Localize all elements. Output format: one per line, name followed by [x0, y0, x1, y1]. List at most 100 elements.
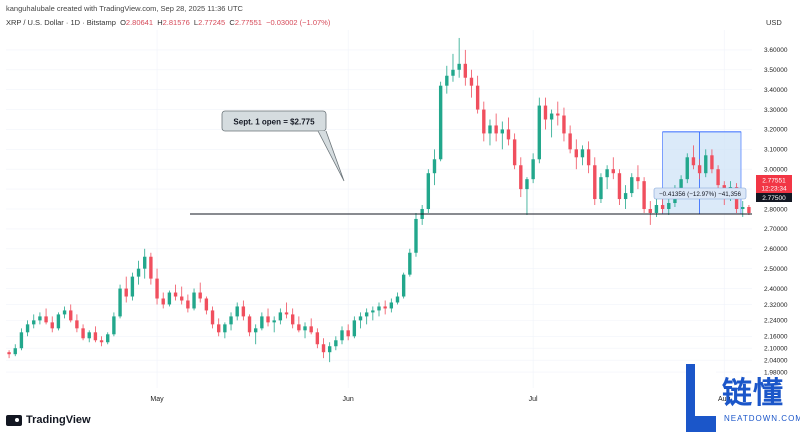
candle[interactable] [549, 109, 554, 138]
candle[interactable] [463, 49, 468, 86]
measure-box[interactable] [662, 131, 742, 215]
candle[interactable] [358, 312, 363, 329]
candle[interactable] [512, 133, 517, 170]
candle[interactable] [217, 318, 221, 337]
candle[interactable] [408, 248, 412, 277]
candle[interactable] [32, 314, 36, 329]
tradingview-logo[interactable]: TradingView [6, 414, 91, 426]
candle[interactable] [617, 169, 622, 206]
candle[interactable] [710, 149, 714, 174]
candle[interactable] [457, 37, 461, 78]
candle[interactable] [130, 272, 135, 301]
candle[interactable] [704, 149, 708, 178]
candle[interactable] [44, 308, 48, 325]
candle[interactable] [543, 97, 548, 130]
candle[interactable] [136, 260, 141, 285]
candle[interactable] [241, 300, 246, 321]
candle[interactable] [210, 306, 215, 329]
candle[interactable] [87, 330, 91, 343]
candle[interactable] [593, 157, 597, 206]
candle[interactable] [143, 248, 147, 279]
candle[interactable] [99, 336, 104, 347]
candle[interactable] [93, 326, 98, 343]
candle[interactable] [401, 272, 406, 299]
candle[interactable] [475, 75, 480, 114]
candle[interactable] [420, 205, 424, 225]
candle[interactable] [445, 65, 449, 94]
candle[interactable] [494, 113, 498, 142]
symbol-name[interactable]: XRP / U.S. Dollar · 1D · Bitstamp [6, 18, 116, 27]
candle[interactable] [623, 185, 628, 209]
candle[interactable] [747, 205, 751, 215]
candle[interactable] [75, 314, 79, 333]
candle[interactable] [309, 318, 313, 335]
candle[interactable] [716, 165, 720, 190]
candle[interactable] [167, 290, 172, 307]
candle[interactable] [500, 121, 505, 150]
candle[interactable] [364, 308, 369, 325]
candle[interactable] [56, 312, 61, 331]
candle[interactable] [568, 125, 572, 154]
candle[interactable] [290, 308, 295, 329]
candle[interactable] [50, 316, 54, 333]
candle[interactable] [741, 201, 745, 217]
candle[interactable] [180, 286, 184, 305]
candle[interactable] [574, 139, 578, 170]
candle[interactable] [630, 173, 634, 198]
candle[interactable] [383, 300, 387, 315]
candle[interactable] [599, 173, 603, 204]
candle[interactable] [346, 324, 350, 341]
candle[interactable] [352, 316, 357, 339]
candle[interactable] [648, 201, 652, 225]
candle[interactable] [377, 302, 381, 317]
candle[interactable] [161, 292, 165, 309]
candle[interactable] [636, 165, 640, 190]
candle[interactable] [580, 145, 585, 166]
candle[interactable] [432, 149, 437, 186]
candle[interactable] [266, 308, 270, 327]
annotation-callout[interactable]: Sept. 1 open = $2.775 [221, 110, 345, 182]
candle[interactable] [482, 101, 486, 142]
candle[interactable] [506, 117, 511, 146]
candle[interactable] [556, 101, 560, 126]
candle[interactable] [642, 177, 646, 213]
candle[interactable] [7, 350, 11, 359]
candle[interactable] [198, 282, 202, 303]
candle[interactable] [223, 322, 227, 339]
candle[interactable] [19, 328, 24, 351]
candle[interactable] [149, 252, 153, 285]
candle[interactable] [124, 276, 128, 303]
candle[interactable] [334, 336, 338, 351]
candle[interactable] [426, 169, 431, 213]
candle[interactable] [118, 284, 122, 319]
candle[interactable] [25, 320, 30, 337]
candle[interactable] [525, 177, 529, 215]
candle[interactable] [112, 312, 116, 337]
candle[interactable] [235, 302, 239, 321]
candle[interactable] [395, 292, 400, 305]
candle[interactable] [38, 312, 42, 325]
candle[interactable] [469, 69, 474, 98]
candle[interactable] [414, 212, 418, 257]
candle[interactable] [488, 119, 492, 146]
candle[interactable] [685, 153, 689, 184]
candle[interactable] [81, 324, 85, 341]
candle[interactable] [297, 316, 301, 333]
candle[interactable] [611, 157, 615, 180]
candle[interactable] [537, 97, 541, 164]
candle[interactable] [62, 306, 67, 319]
candle[interactable] [247, 314, 252, 337]
candle[interactable] [562, 107, 566, 142]
candle[interactable] [204, 296, 209, 315]
candle[interactable] [321, 338, 326, 359]
candle[interactable] [371, 306, 375, 321]
candle[interactable] [303, 322, 307, 339]
candle[interactable] [155, 268, 159, 305]
candle[interactable] [451, 53, 455, 82]
candle[interactable] [69, 304, 73, 323]
candle[interactable] [315, 328, 320, 349]
candle[interactable] [186, 294, 190, 313]
candle[interactable] [260, 312, 264, 331]
candle[interactable] [106, 332, 110, 345]
candle[interactable] [192, 288, 196, 311]
